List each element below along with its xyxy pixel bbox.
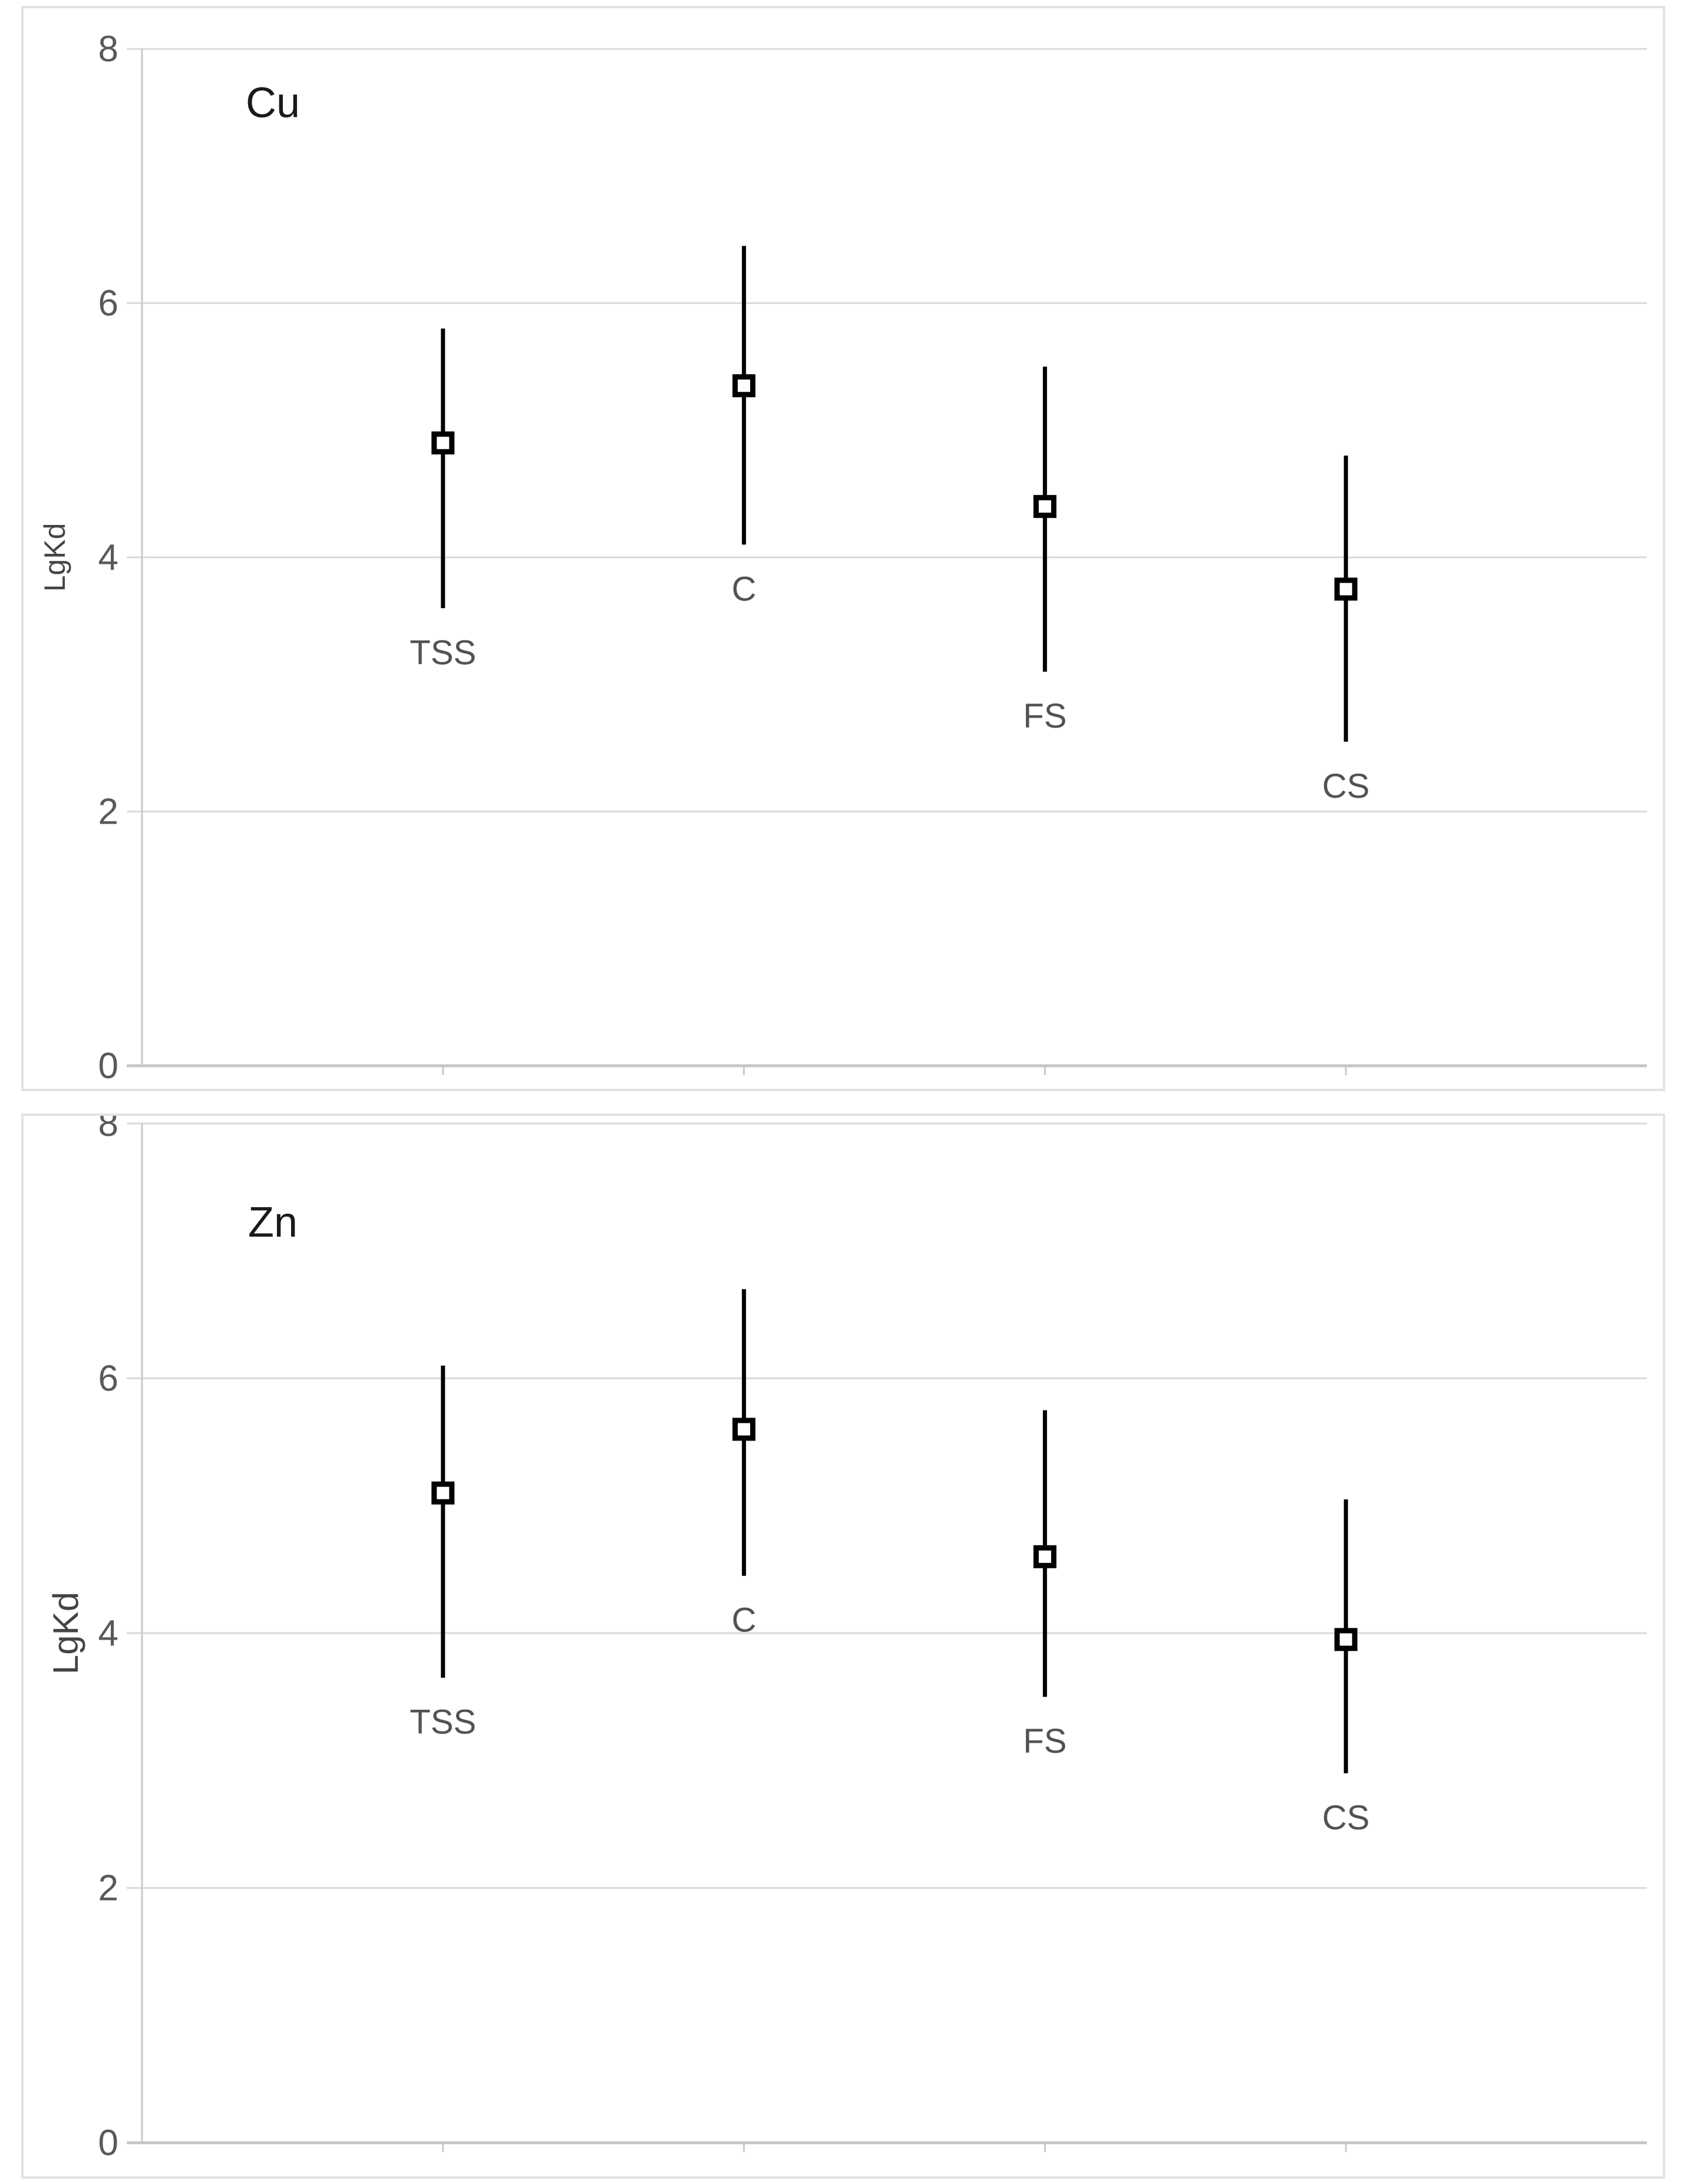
category-label-C: C xyxy=(732,570,757,608)
marker-CS xyxy=(1334,577,1358,601)
zn-chart: 0 2 4 6 8 TSS C FS CS Zn LgKd xyxy=(46,1116,1647,2163)
y-tick-label: 8 xyxy=(98,1116,118,1144)
category-label-TSS: TSS xyxy=(410,633,476,672)
cu-chart: 0 2 4 6 8 TSS C FS CS Cu LgKd xyxy=(38,29,1647,1086)
marker-FS xyxy=(1033,1545,1056,1568)
category-label-C: C xyxy=(732,1601,757,1640)
marker-CS xyxy=(1334,1628,1358,1651)
y-tick-label: 8 xyxy=(98,29,118,70)
category-label-CS: CS xyxy=(1322,767,1370,805)
y-tick-label: 4 xyxy=(98,537,118,578)
zn-chart-panel: 0 2 4 6 8 TSS C FS CS Zn LgKd xyxy=(21,1114,1665,2179)
y-axis-title: LgKd xyxy=(38,523,71,592)
y-tick-label: 0 xyxy=(98,2123,118,2163)
y-axis-title: LgKd xyxy=(46,1592,85,1674)
marker-FS xyxy=(1033,495,1056,518)
y-tick-label: 2 xyxy=(98,792,118,832)
marker-TSS xyxy=(431,431,455,455)
y-tick-label: 6 xyxy=(98,1359,118,1399)
marker-C xyxy=(732,374,756,398)
y-tick-label: 2 xyxy=(98,1868,118,1909)
marker-TSS xyxy=(431,1481,455,1505)
category-label-FS: FS xyxy=(1023,697,1066,735)
cu-chart-panel: 0 2 4 6 8 TSS C FS CS Cu LgKd xyxy=(21,6,1665,1091)
y-tick-label: 6 xyxy=(98,283,118,324)
category-label-CS: CS xyxy=(1322,1799,1370,1837)
y-tick-label: 4 xyxy=(98,1613,118,1654)
marker-C xyxy=(732,1418,756,1441)
category-label-FS: FS xyxy=(1023,1722,1066,1760)
category-label-TSS: TSS xyxy=(410,1703,476,1742)
panel-title: Zn xyxy=(248,1199,298,1246)
panel-title: Cu xyxy=(246,80,300,127)
y-tick-label: 0 xyxy=(98,1046,118,1086)
